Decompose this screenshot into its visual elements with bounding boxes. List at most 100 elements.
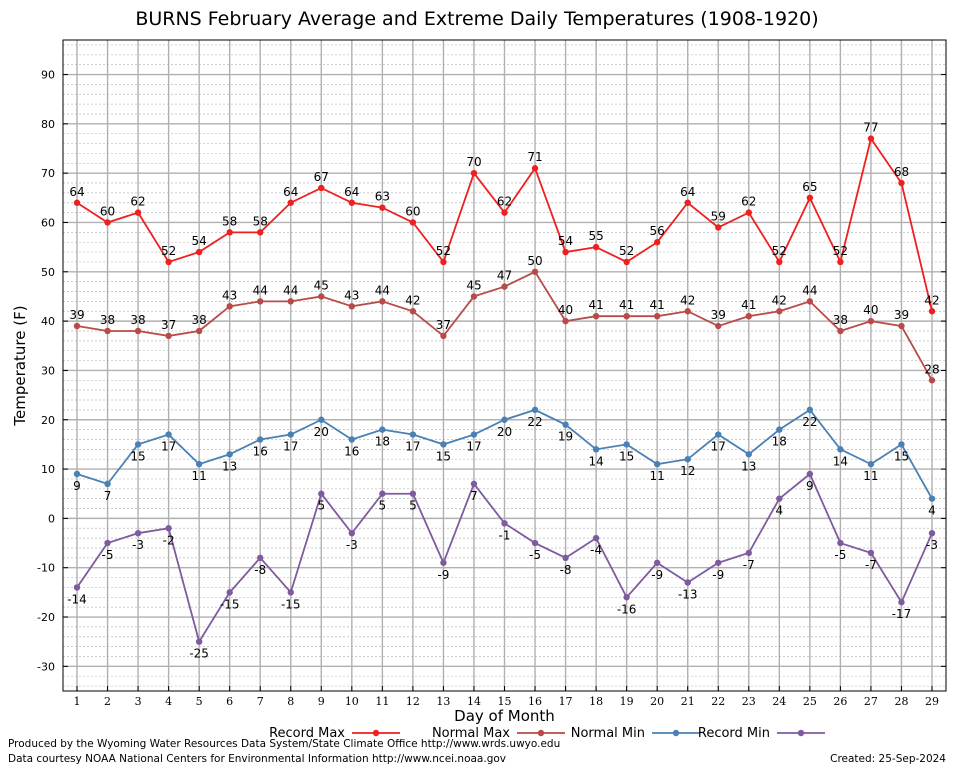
- data-label: 40: [558, 303, 573, 317]
- y-tick-label: 60: [41, 216, 55, 229]
- data-point: [867, 317, 875, 325]
- data-label: 9: [73, 479, 81, 493]
- x-tick-label: 2: [104, 695, 111, 708]
- data-point: [501, 520, 508, 527]
- data-label: 13: [741, 459, 756, 473]
- data-label: 17: [711, 440, 726, 454]
- footer-data-courtesy: Data courtesy NOAA National Centers for …: [8, 753, 507, 765]
- data-point: [501, 283, 508, 290]
- data-point: [867, 135, 875, 142]
- data-point: [715, 431, 722, 438]
- data-point: [165, 431, 172, 438]
- y-tick-label: -30: [37, 660, 55, 673]
- data-point: [928, 377, 936, 384]
- data-point: [776, 308, 783, 315]
- data-label: 67: [314, 170, 329, 184]
- data-label: -5: [529, 548, 541, 562]
- data-point: [501, 209, 508, 216]
- data-label: 22: [802, 415, 817, 429]
- legend-label: Record Max: [269, 726, 345, 741]
- data-point: [73, 470, 81, 478]
- x-tick-label: 13: [436, 695, 450, 708]
- data-label: 55: [588, 229, 603, 243]
- data-point: [776, 495, 783, 502]
- data-label: 40: [863, 303, 878, 317]
- data-point: [745, 312, 752, 320]
- data-point: [348, 436, 356, 443]
- data-label: -5: [834, 548, 846, 562]
- data-point: [409, 431, 417, 438]
- data-point: [318, 416, 325, 423]
- data-label: 52: [833, 244, 848, 258]
- data-point: [440, 258, 447, 266]
- data-label: 11: [863, 469, 878, 483]
- data-point: [592, 534, 600, 542]
- data-point: [287, 431, 294, 438]
- data-point: [867, 460, 875, 468]
- x-tick-label: 29: [925, 695, 939, 708]
- data-label: 60: [100, 204, 115, 218]
- data-point: [134, 441, 142, 448]
- data-point: [104, 327, 111, 335]
- data-label: 44: [253, 283, 268, 297]
- data-point: [531, 268, 539, 275]
- data-point: [165, 258, 172, 266]
- data-label: 37: [436, 318, 451, 332]
- data-point: [531, 165, 539, 172]
- data-point: [134, 327, 142, 335]
- data-point: [928, 308, 936, 315]
- x-tick-label: 28: [894, 695, 908, 708]
- data-point: [73, 199, 81, 206]
- data-point: [623, 312, 630, 320]
- data-point: [806, 406, 814, 414]
- data-label: -2: [163, 533, 175, 547]
- data-label: 15: [894, 449, 909, 463]
- data-point: [440, 332, 447, 340]
- y-tick-label: 50: [41, 266, 55, 279]
- data-label: 65: [802, 180, 817, 194]
- x-tick-label: 26: [833, 695, 847, 708]
- data-label: -7: [743, 558, 755, 572]
- data-point: [867, 549, 875, 557]
- data-point: [440, 441, 447, 448]
- data-label: 64: [69, 185, 84, 199]
- data-label: 77: [863, 121, 878, 135]
- data-label: 43: [344, 288, 359, 302]
- data-label: 45: [314, 278, 329, 292]
- data-point: [348, 303, 356, 310]
- x-tick-label: 11: [375, 695, 389, 708]
- y-tick-label: 10: [41, 463, 55, 476]
- data-label: 13: [222, 459, 237, 473]
- data-point: [745, 209, 752, 216]
- data-point: [470, 431, 478, 438]
- data-label: -1: [499, 528, 511, 542]
- x-tick-label: 24: [772, 695, 786, 708]
- data-label: -15: [281, 597, 301, 611]
- data-point: [715, 322, 722, 330]
- data-label: 19: [558, 430, 573, 444]
- legend-label: Normal Max: [432, 726, 510, 741]
- data-point: [776, 258, 783, 266]
- data-label: 56: [650, 224, 665, 238]
- data-point: [379, 490, 386, 497]
- data-point: [928, 495, 936, 502]
- data-point: [226, 589, 233, 596]
- data-point: [165, 332, 172, 340]
- x-tick-label: 17: [559, 695, 573, 708]
- data-point: [684, 308, 691, 315]
- legend-marker: [372, 729, 380, 737]
- data-label: 43: [222, 288, 237, 302]
- data-point: [226, 451, 233, 458]
- data-label: 7: [470, 489, 478, 503]
- chart-title: BURNS February Average and Extreme Daily…: [135, 8, 819, 30]
- data-point: [745, 451, 752, 458]
- data-label: 44: [283, 283, 298, 297]
- data-point: [470, 293, 478, 300]
- y-tick-label: 0: [48, 512, 55, 525]
- data-label: 64: [344, 185, 359, 199]
- data-label: -3: [132, 538, 144, 552]
- data-point: [898, 441, 905, 448]
- data-label: 17: [405, 440, 420, 454]
- y-tick-label: 40: [41, 315, 55, 328]
- data-label: 52: [772, 244, 787, 258]
